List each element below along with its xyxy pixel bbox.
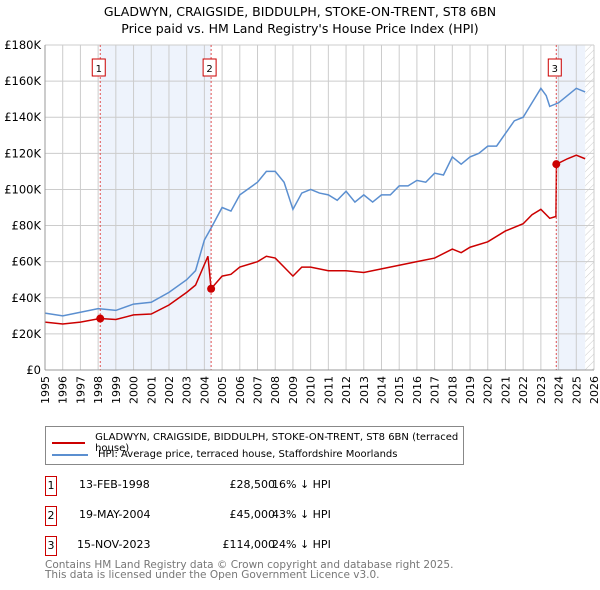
x-tick-label: 2017 xyxy=(429,376,442,404)
x-tick-label: 2012 xyxy=(340,376,353,404)
footer: Contains HM Land Registry data © Crown c… xyxy=(45,559,454,581)
y-tick-label: £100K xyxy=(4,182,41,196)
footer-line1: Contains HM Land Registry data © Crown c… xyxy=(45,559,454,571)
x-tick-label: 2016 xyxy=(411,376,424,404)
legend: GLADWYN, CRAIGSIDE, BIDDULPH, STOKE-ON-T… xyxy=(45,426,464,465)
footer-line2: This data is licensed under the Open Gov… xyxy=(45,569,380,581)
sale-label: 1 xyxy=(96,64,102,75)
x-tick-label: 2001 xyxy=(145,376,158,404)
sale-hpi: 24% ↓ HPI xyxy=(272,538,331,551)
x-tick-label: 2005 xyxy=(216,376,229,404)
x-tick-label: 2026 xyxy=(588,376,600,404)
price-paid-line xyxy=(44,154,586,325)
y-tick-label: £0 xyxy=(26,363,41,377)
sale-label-box xyxy=(547,58,562,77)
hpi-line xyxy=(44,86,586,317)
x-tick-label: 2018 xyxy=(446,376,459,404)
sale-label: 2 xyxy=(206,64,212,75)
x-tick-label: 1999 xyxy=(110,376,123,404)
y-tick-label: £160K xyxy=(4,74,41,88)
x-tick-label: 2014 xyxy=(375,376,388,404)
x-tick-label: 2003 xyxy=(181,376,194,404)
sale-label: 3 xyxy=(552,64,558,75)
x-tick-label: 2008 xyxy=(269,376,282,404)
x-tick-label: 2009 xyxy=(287,376,300,404)
x-tick-label: 2011 xyxy=(322,376,335,404)
x-tick-label: 2010 xyxy=(305,376,318,404)
chart: 1 2 3 1995 1996 1997 1998 1999 2000 2001 2002 2003 2… xyxy=(4,38,600,404)
sale-hpi: 16% ↓ HPI xyxy=(272,478,331,491)
x-tick-label: 2022 xyxy=(517,376,530,404)
y-tick-label: £60K xyxy=(12,255,42,269)
x-tick-label: 2004 xyxy=(198,376,211,404)
sale-date: 13-FEB-1998 xyxy=(79,478,150,491)
forecast-hatch xyxy=(585,45,594,370)
x-tick-label: 2007 xyxy=(252,376,265,404)
x-tick-label: 1995 xyxy=(39,376,52,404)
shaded-ownership-3 xyxy=(556,45,586,370)
sale-row: 2 19-MAY-2004 £45,000 43% ↓ HPI xyxy=(45,506,445,528)
x-tick-label: 2025 xyxy=(570,376,583,404)
sale-point xyxy=(207,284,216,293)
x-tick-label: 2000 xyxy=(128,376,141,404)
sale-row: 1 13-FEB-1998 £28,500 16% ↓ HPI xyxy=(45,476,445,498)
y-tick-label: £140K xyxy=(4,110,41,124)
sale-price: £45,000 xyxy=(229,508,276,521)
sale-marker-box: 1 xyxy=(45,476,57,496)
sale-price: £114,000 xyxy=(222,538,276,551)
sale-marker-box: 2 xyxy=(45,506,57,526)
y-tick-label: £20K xyxy=(12,327,42,341)
x-tick-label: 2021 xyxy=(499,376,512,404)
x-tick-label: 2006 xyxy=(234,376,247,404)
y-tick-label: £120K xyxy=(4,146,41,160)
chart-title: GLADWYN, CRAIGSIDE, BIDDULPH, STOKE-ON-T… xyxy=(103,4,497,19)
chart-subtitle: Price paid vs. HM Land Registry's House … xyxy=(121,21,479,36)
x-tick-label: 2019 xyxy=(464,376,477,404)
sale-label-box xyxy=(202,58,217,77)
sale-marker-box: 3 xyxy=(45,536,57,556)
sale-date: 15-NOV-2023 xyxy=(77,538,151,551)
legend-label-hpi: HPI: Average price, terraced house, Staf… xyxy=(98,449,398,460)
sale-point xyxy=(552,160,561,169)
x-tick-label: 2023 xyxy=(535,376,548,404)
x-tick-label: 2002 xyxy=(163,376,176,404)
y-tick-label: £40K xyxy=(12,291,42,305)
x-tick-label: 2015 xyxy=(393,376,406,404)
sale-hpi: 43% ↓ HPI xyxy=(272,508,331,521)
sale-price: £28,500 xyxy=(229,478,276,491)
x-tick-label: 1998 xyxy=(92,376,105,404)
legend-red-line xyxy=(52,442,86,444)
x-tick-label: 2024 xyxy=(553,376,566,404)
shaded-ownership-1 xyxy=(100,45,212,370)
sale-row: 3 15-NOV-2023 £114,000 24% ↓ HPI xyxy=(45,536,445,558)
sale-date: 19-MAY-2004 xyxy=(79,508,151,521)
sale-label-box xyxy=(91,58,106,77)
x-tick-label: 2013 xyxy=(358,376,371,404)
y-tick-label: £180K xyxy=(4,38,41,52)
x-tick-label: 1996 xyxy=(57,376,70,404)
x-tick-label: 2020 xyxy=(482,376,495,404)
legend-blue-line xyxy=(52,453,88,456)
sale-point xyxy=(96,314,105,323)
legend-label-property: GLADWYN, CRAIGSIDE, BIDDULPH, STOKE-ON-T… xyxy=(95,432,459,454)
y-tick-label: £80K xyxy=(12,219,42,233)
x-tick-label: 1997 xyxy=(74,376,87,404)
